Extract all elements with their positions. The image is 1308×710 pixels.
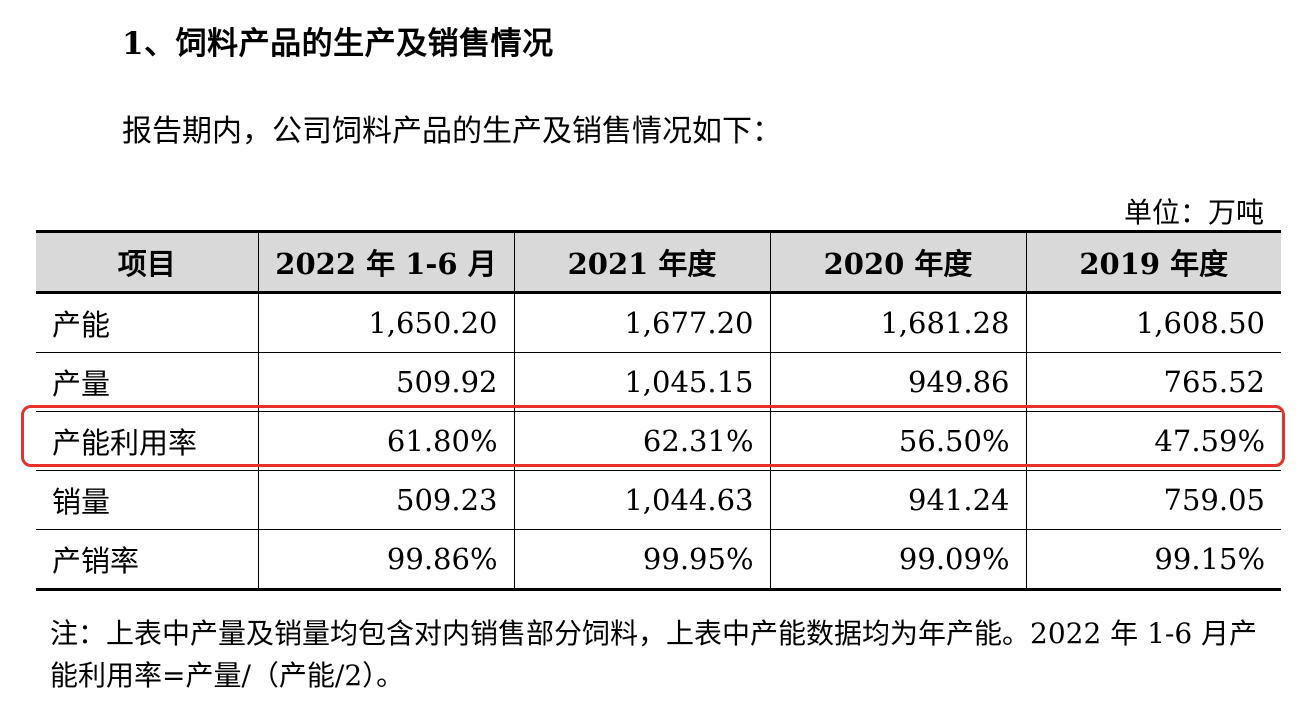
table-cell: 765.52 (1025, 352, 1281, 412)
table-cell: 1,677.20 (513, 291, 771, 353)
table-row-highlighted: 产能利用率 61.80% 62.31% 56.50% 47.59% (36, 411, 1281, 471)
table-row: 产量 509.92 1,045.15 949.86 765.52 (36, 352, 1281, 412)
row-label: 销量 (36, 470, 259, 530)
table-cell: 509.92 (257, 352, 515, 412)
table-footnote: 注：上表中产量及销量均包含对内销售部分饲料，上表中产能数据均为年产能。2022 … (50, 617, 1258, 692)
table-row: 产能 1,650.20 1,677.20 1,681.28 1,608.50 (36, 291, 1281, 353)
header-2019: 2019 年度 (1025, 230, 1281, 293)
section-heading: 1、饲料产品的生产及销售情况 (122, 26, 554, 62)
table-cell: 99.95% (513, 529, 771, 591)
table-cell: 1,608.50 (1025, 291, 1281, 353)
table-cell: 99.86% (257, 529, 515, 591)
header-2022h1: 2022 年 1-6 月 (257, 230, 515, 293)
row-label: 产量 (36, 352, 259, 412)
header-item: 项目 (36, 230, 259, 293)
header-2021: 2021 年度 (513, 230, 771, 293)
production-sales-table: 项目 2022 年 1-6 月 2021 年度 2020 年度 2019 年度 … (36, 230, 1281, 591)
table-cell: 759.05 (1025, 470, 1281, 530)
table-row: 销量 509.23 1,044.63 941.24 759.05 (36, 470, 1281, 530)
unit-label: 单位：万吨 (1123, 196, 1264, 229)
table-cell: 47.59% (1025, 411, 1281, 471)
table-cell: 61.80% (257, 411, 515, 471)
table-cell: 99.15% (1025, 529, 1281, 591)
row-label: 产能 (36, 291, 259, 353)
table-cell: 56.50% (769, 411, 1027, 471)
header-2020: 2020 年度 (769, 230, 1027, 293)
table-cell: 99.09% (769, 529, 1027, 591)
table-cell: 941.24 (769, 470, 1027, 530)
intro-paragraph: 报告期内，公司饲料产品的生产及销售情况如下： (122, 114, 782, 149)
table-cell: 509.23 (257, 470, 515, 530)
row-label: 产能利用率 (36, 411, 259, 471)
table-row: 产销率 99.86% 99.95% 99.09% 99.15% (36, 529, 1281, 591)
table-cell: 1,044.63 (513, 470, 771, 530)
table-cell: 1,650.20 (257, 291, 515, 353)
table-header-row: 项目 2022 年 1-6 月 2021 年度 2020 年度 2019 年度 (36, 230, 1281, 293)
table-cell: 62.31% (513, 411, 771, 471)
row-label: 产销率 (36, 529, 259, 591)
table-cell: 1,681.28 (769, 291, 1027, 353)
table-cell: 949.86 (769, 352, 1027, 412)
table-cell: 1,045.15 (513, 352, 771, 412)
